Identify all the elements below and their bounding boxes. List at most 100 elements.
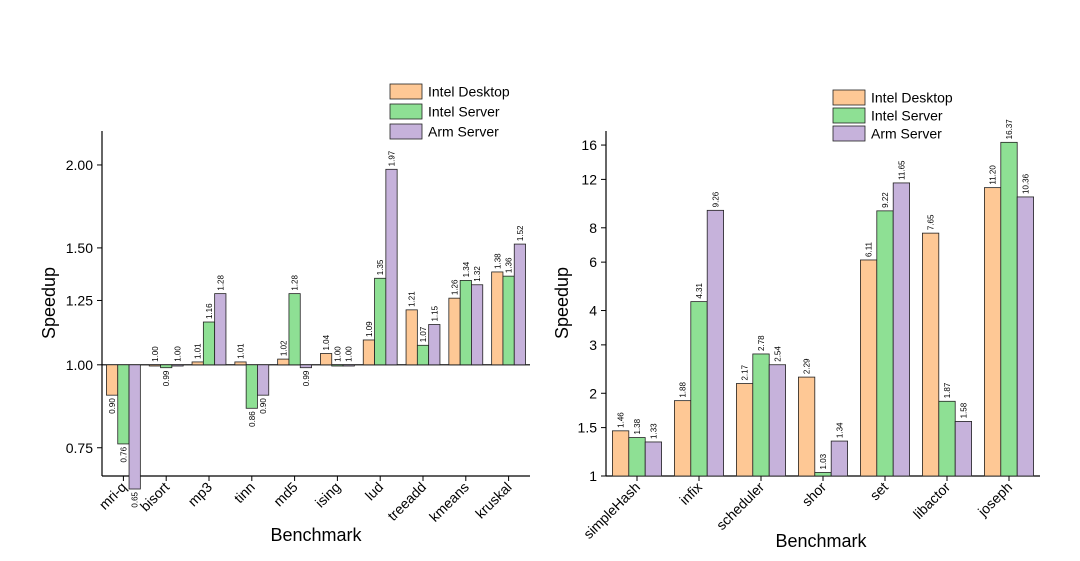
y-tick-label: 6 [589,254,597,270]
data-label: 11.65 [897,160,906,180]
legend-label: Intel Desktop [871,90,953,106]
x-tick-label: ising [312,479,344,511]
bar [922,232,940,477]
x-tick-label: treeadd [384,479,429,524]
bar [471,284,484,366]
data-label: 2.17 [741,364,750,380]
bar [644,441,663,477]
bar [128,364,141,490]
data-label: 1.02 [279,340,288,356]
bar [1000,141,1018,477]
data-label: 1.04 [322,334,331,350]
data-label: 0.76 [119,446,128,462]
bar [628,437,646,477]
data-label: 6.11 [865,241,874,257]
data-label: 16.37 [1005,119,1014,140]
bar [752,353,770,477]
data-label: 1.00 [333,346,342,362]
bar [342,364,355,367]
bar [459,280,472,366]
bar [690,301,708,477]
x-tick-label: mp3 [185,479,216,510]
y-tick-label: 16 [581,137,597,153]
data-label: 1.87 [943,382,952,398]
bar [148,364,161,367]
bar [860,259,878,477]
bar [106,364,119,396]
y-tick-label: 1.50 [66,240,93,256]
x-tick-label: libactor [910,479,953,522]
bar [892,182,911,477]
x-axis-title: Benchmark [270,525,362,545]
bar [245,364,258,409]
bar [736,383,754,477]
legend-label: Intel Desktop [428,84,510,100]
data-label: 2.78 [757,335,766,351]
bar [428,324,441,366]
bar [374,277,387,366]
y-tick-label: 2 [589,385,597,401]
y-tick-label: 3 [589,337,597,353]
data-label: 1.46 [617,412,626,428]
data-label: 10.36 [1021,173,1030,194]
data-label: 1.28 [291,275,300,291]
x-tick-label: infix [676,479,705,508]
data-label: 1.88 [679,382,688,398]
data-label: 1.01 [194,343,203,359]
y-tick-label: 12 [581,171,597,187]
data-label: 1.34 [835,422,844,438]
legend-label: Intel Server [428,104,500,120]
x-tick-label: shor [799,479,830,510]
data-label: 0.90 [108,398,117,414]
x-tick-label: md5 [270,479,301,510]
data-label: 1.26 [451,279,460,295]
data-label: 9.26 [711,191,720,207]
bar [984,187,1002,477]
bar [277,358,290,366]
y-tick-label: 1.5 [578,420,598,436]
data-label: 1.00 [151,346,160,362]
data-label: 0.99 [162,370,171,386]
data-label: 1.36 [505,257,514,273]
x-tick-label: kmeans [426,479,472,525]
bar [448,297,461,366]
legend-swatch [832,107,866,124]
legend-swatch [832,89,866,106]
bar [706,209,725,477]
y-tick-label: 4 [589,303,597,319]
bar [876,210,894,477]
legend-label: Arm Server [428,124,499,140]
x-tick-label: set [867,479,892,504]
x-tick-label: joseph [974,479,1015,520]
data-label: 11.20 [989,165,998,185]
bar [299,364,312,369]
bar [798,376,816,477]
data-label: 1.97 [388,150,397,166]
data-label: 1.52 [516,225,525,241]
bar [171,364,184,367]
data-label: 0.90 [259,398,268,414]
bar [362,339,375,366]
x-tick-label: tinn [231,479,258,506]
legend-label: Arm Server [871,126,942,142]
bar [385,168,398,366]
y-tick-label: 1.00 [66,357,93,373]
x-tick-label: kruskal [472,479,515,522]
bar [288,293,301,366]
bar [830,440,849,477]
data-label: 1.15 [430,305,439,321]
y-tick-label: 8 [589,220,597,236]
legend-swatch [389,103,423,120]
bar [320,353,333,366]
data-label: 9.22 [881,192,890,208]
x-tick-label: scheduler [713,479,767,533]
data-label: 0.65 [131,491,140,507]
data-label: 1.03 [819,453,828,469]
x-tick-label: bisort [137,479,173,515]
x-axis-title: Benchmark [775,531,867,551]
x-tick-label: simpleHash [580,479,643,542]
legend-swatch [832,125,866,142]
legend-swatch [389,123,423,140]
legend-swatch [389,83,423,100]
